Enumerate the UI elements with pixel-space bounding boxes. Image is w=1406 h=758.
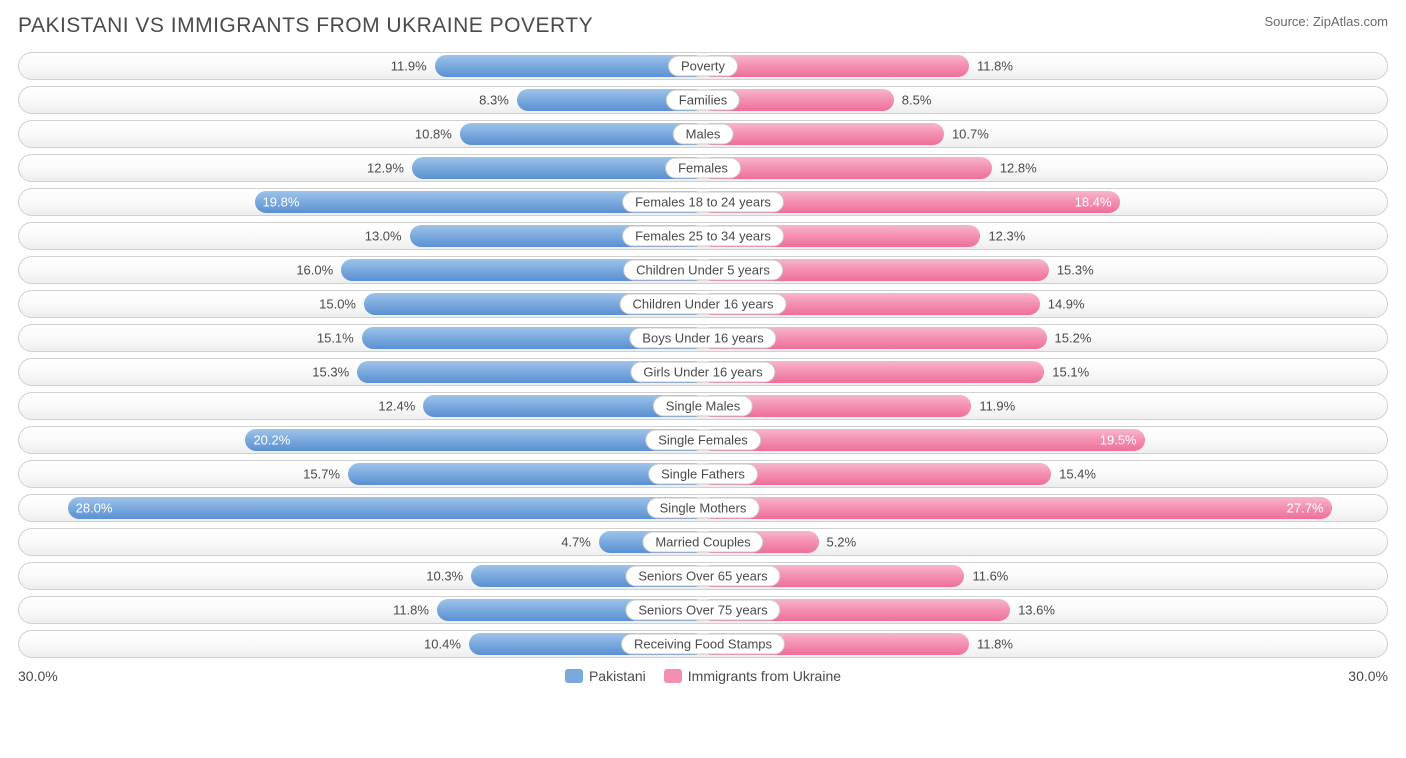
chart-row: 10.4% 11.8% Receiving Food Stamps <box>18 630 1388 658</box>
category-label: Seniors Over 75 years <box>625 600 780 621</box>
chart-row: 12.4% 11.9% Single Males <box>18 392 1388 420</box>
chart-row: 4.7% 5.2% Married Couples <box>18 528 1388 556</box>
value-right: 5.2% <box>819 535 857 550</box>
bar-right: 11.8% <box>700 55 969 77</box>
chart-row: 15.7% 15.4% Single Fathers <box>18 460 1388 488</box>
bar-left: 10.8% <box>460 123 706 145</box>
value-left: 12.4% <box>378 399 423 414</box>
bar-right: 19.5% <box>700 429 1145 451</box>
diverging-bar-chart: 11.9%11.8%Poverty8.3%8.5%Families10.8%10… <box>18 52 1388 658</box>
chart-row: 20.2% 19.5% Single Females <box>18 426 1388 454</box>
chart-source: Source: ZipAtlas.com <box>1264 14 1388 29</box>
value-right: 11.9% <box>971 399 1015 414</box>
value-left: 28.0% <box>76 501 113 516</box>
category-label: Females <box>665 158 741 179</box>
value-left: 16.0% <box>296 263 341 278</box>
value-left: 10.8% <box>415 127 460 142</box>
value-left: 13.0% <box>365 229 410 244</box>
value-left: 15.7% <box>303 467 348 482</box>
value-left: 19.8% <box>263 195 300 210</box>
category-label: Married Couples <box>642 532 763 553</box>
legend-swatch-right <box>664 669 682 683</box>
bar-left: 11.9% <box>435 55 706 77</box>
value-right: 11.8% <box>969 637 1013 652</box>
value-right: 11.8% <box>969 59 1013 74</box>
value-right: 13.6% <box>1010 603 1055 618</box>
value-right: 12.8% <box>992 161 1037 176</box>
chart-row: 28.0% 27.7% Single Mothers <box>18 494 1388 522</box>
chart-row: 15.1% 15.2% Boys Under 16 years <box>18 324 1388 352</box>
bar-left: 12.9% <box>412 157 706 179</box>
value-left: 10.3% <box>426 569 471 584</box>
value-right: 18.4% <box>1075 195 1112 210</box>
value-left: 20.2% <box>253 433 290 448</box>
category-label: Females 25 to 34 years <box>622 226 784 247</box>
value-left: 15.1% <box>317 331 362 346</box>
category-label: Males <box>673 124 734 145</box>
chart-row: 16.0% 15.3% Children Under 5 years <box>18 256 1388 284</box>
value-right: 15.3% <box>1049 263 1094 278</box>
category-label: Single Mothers <box>647 498 760 519</box>
chart-row: 15.0% 14.9% Children Under 16 years <box>18 290 1388 318</box>
category-label: Single Females <box>645 430 761 451</box>
category-label: Children Under 16 years <box>620 294 787 315</box>
chart-title: PAKISTANI VS IMMIGRANTS FROM UKRAINE POV… <box>18 14 593 38</box>
chart-row: 10.8%10.7%Males <box>18 120 1388 148</box>
value-right: 19.5% <box>1100 433 1137 448</box>
value-right: 8.5% <box>894 93 932 108</box>
chart-row: 12.9%12.8%Females <box>18 154 1388 182</box>
chart-row: 19.8% 18.4% Females 18 to 24 years <box>18 188 1388 216</box>
value-right: 15.2% <box>1047 331 1092 346</box>
value-left: 4.7% <box>561 535 599 550</box>
bar-right: 12.8% <box>700 157 992 179</box>
value-right: 11.6% <box>964 569 1008 584</box>
legend-label-left: Pakistani <box>589 668 646 684</box>
chart-row: 8.3% 8.5% Families <box>18 86 1388 114</box>
chart-row: 11.9%11.8%Poverty <box>18 52 1388 80</box>
value-right: 12.3% <box>980 229 1025 244</box>
category-label: Seniors Over 65 years <box>625 566 780 587</box>
category-label: Females 18 to 24 years <box>622 192 784 213</box>
legend-item-right: Immigrants from Ukraine <box>664 668 841 684</box>
category-label: Single Males <box>653 396 753 417</box>
value-right: 14.9% <box>1040 297 1085 312</box>
chart-footer: 30.0% Pakistani Immigrants from Ukraine … <box>18 668 1388 684</box>
chart-row: 10.3% 11.6% Seniors Over 65 years <box>18 562 1388 590</box>
value-left: 11.8% <box>393 603 437 618</box>
value-right: 10.7% <box>944 127 989 142</box>
chart-row: 15.3% 15.1% Girls Under 16 years <box>18 358 1388 386</box>
category-label: Children Under 5 years <box>623 260 783 281</box>
value-left: 12.9% <box>367 161 412 176</box>
bar-right: 10.7% <box>700 123 944 145</box>
bar-left: 20.2% <box>245 429 706 451</box>
axis-max-left: 30.0% <box>18 668 58 684</box>
category-label: Receiving Food Stamps <box>621 634 785 655</box>
legend-item-left: Pakistani <box>565 668 646 684</box>
category-label: Families <box>666 90 740 111</box>
value-left: 11.9% <box>391 59 435 74</box>
value-right: 27.7% <box>1287 501 1324 516</box>
legend: Pakistani Immigrants from Ukraine <box>565 668 841 684</box>
value-right: 15.4% <box>1051 467 1096 482</box>
legend-label-right: Immigrants from Ukraine <box>688 668 841 684</box>
category-label: Girls Under 16 years <box>630 362 775 383</box>
axis-max-right: 30.0% <box>1348 668 1388 684</box>
value-left: 15.3% <box>312 365 357 380</box>
category-label: Single Fathers <box>648 464 758 485</box>
bar-right: 27.7% <box>700 497 1332 519</box>
value-left: 15.0% <box>319 297 364 312</box>
chart-header: PAKISTANI VS IMMIGRANTS FROM UKRAINE POV… <box>18 14 1388 38</box>
value-left: 8.3% <box>479 93 517 108</box>
category-label: Boys Under 16 years <box>629 328 776 349</box>
legend-swatch-left <box>565 669 583 683</box>
chart-row: 13.0% 12.3% Females 25 to 34 years <box>18 222 1388 250</box>
chart-row: 11.8% 13.6% Seniors Over 75 years <box>18 596 1388 624</box>
value-right: 15.1% <box>1044 365 1089 380</box>
value-left: 10.4% <box>424 637 469 652</box>
category-label: Poverty <box>668 56 738 77</box>
bar-left: 28.0% <box>68 497 706 519</box>
